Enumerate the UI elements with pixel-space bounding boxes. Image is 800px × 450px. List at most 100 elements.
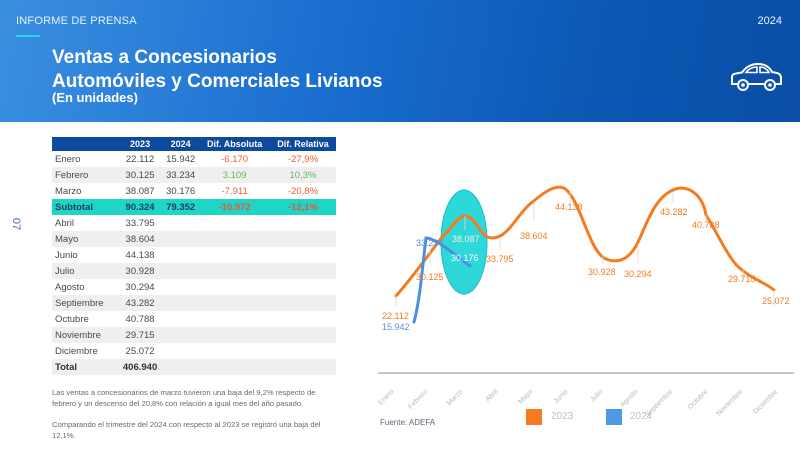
total-row: Total 406.940 bbox=[52, 359, 336, 375]
label-2023-noviembre: 29.715 bbox=[728, 274, 756, 284]
x-tick-junio: Junio bbox=[553, 388, 570, 405]
source-label: Fuente: ADEFA bbox=[380, 418, 436, 427]
table-row: Agosto 30.294 bbox=[52, 279, 336, 295]
legend-label-2024: 2024 bbox=[630, 411, 653, 422]
label-2023-junio: 44.138 bbox=[555, 202, 583, 212]
table-row: Enero 22.112 15.942 -6.170 -27,9% bbox=[52, 151, 336, 167]
note-paragraph-2: Comparando el trimestre del 2024 con res… bbox=[52, 420, 321, 440]
legend-swatch-2024 bbox=[606, 409, 622, 425]
highlight-ellipse bbox=[440, 189, 488, 295]
month-cell: Octubre bbox=[55, 313, 89, 325]
table-header-row: 2023 2024 Dif. Absoluta Dif. Relativa bbox=[52, 137, 336, 151]
value-2023: 30.928 bbox=[118, 263, 163, 279]
table-row: Mayo 38.604 bbox=[52, 231, 336, 247]
table-row: Octubre 40.788 bbox=[52, 311, 336, 327]
label-2024-enero: 15.942 bbox=[382, 322, 410, 332]
value-2024: 79.352 bbox=[162, 199, 200, 215]
value-2023: 30.125 bbox=[118, 167, 163, 183]
rel-diff: -27,9% bbox=[287, 153, 319, 165]
subtotal-row: Subtotal 90.324 79.352 -10.972 -12,1% bbox=[52, 199, 336, 215]
value-2024: 33.234 bbox=[162, 167, 200, 183]
month-cell: Junio bbox=[55, 249, 78, 261]
table-row: Marzo 38.087 30.176 -7.911 -20,8% bbox=[52, 183, 336, 199]
label-2023-julio: 30.928 bbox=[588, 267, 616, 277]
header-banner: INFORME DE PRENSA 2024 Ventas a Concesio… bbox=[0, 0, 800, 122]
month-cell: Septiembre bbox=[52, 295, 119, 311]
table-row: Febrero 30.125 33.234 3.109 10,3% bbox=[52, 167, 336, 183]
value-2023: 30.294 bbox=[125, 281, 155, 293]
report-label: INFORME DE PRENSA bbox=[16, 15, 137, 27]
x-tick-febrero: Febrero bbox=[407, 388, 429, 410]
page-number: 07 bbox=[10, 217, 23, 231]
value-2023: 33.795 bbox=[125, 217, 155, 229]
month-cell: Abril bbox=[55, 217, 75, 229]
label-2023-septiembre: 43.282 bbox=[660, 207, 688, 217]
series-2023-line bbox=[394, 185, 776, 298]
header-month bbox=[52, 137, 119, 151]
value-2023: 44.138 bbox=[125, 249, 155, 261]
x-tick-abril: Abril bbox=[485, 388, 500, 403]
x-tick-octubre: Octubre bbox=[687, 388, 710, 411]
value-2023: 40.788 bbox=[125, 313, 155, 325]
table-row: Julio 30.928 bbox=[52, 263, 336, 279]
value-2023: 22.112 bbox=[125, 153, 155, 165]
month-cell: Julio bbox=[52, 263, 119, 279]
x-tick-agosto: Agosto bbox=[619, 388, 639, 408]
month-cell: Noviembre bbox=[52, 327, 119, 343]
label-2023-marzo: 38.087 bbox=[452, 234, 480, 244]
value-2023: 38.087 bbox=[125, 185, 155, 197]
sales-table: 2023 2024 Dif. Absoluta Dif. Relativa En… bbox=[52, 137, 336, 375]
table-row: Septiembre 43.282 bbox=[52, 295, 336, 311]
abs-diff: -10.972 bbox=[199, 199, 270, 215]
month-cell: Marzo bbox=[55, 185, 82, 197]
x-tick-julio: Julio bbox=[589, 388, 604, 403]
label-2024-marzo: 30.176 bbox=[451, 253, 479, 263]
table-row: Junio 44.138 bbox=[52, 247, 336, 263]
header-2023: 2023 bbox=[118, 137, 163, 151]
value-2023: 43.282 bbox=[118, 295, 163, 311]
abs-diff: -7.911 bbox=[221, 185, 248, 197]
series-2024-line bbox=[412, 236, 472, 324]
x-tick-diciembre: Diciembre bbox=[752, 388, 779, 415]
value-2024: 15.942 bbox=[166, 153, 196, 165]
month-cell: Diciembre bbox=[55, 345, 98, 357]
label-2023-mayo: 38.604 bbox=[520, 231, 548, 241]
month-cell: Mayo bbox=[52, 231, 119, 247]
car-icon bbox=[731, 62, 782, 91]
legend-swatch-2023 bbox=[526, 409, 542, 425]
value-2023: 38.604 bbox=[118, 231, 163, 247]
label-2023-diciembre: 25.072 bbox=[762, 296, 790, 306]
x-tick-noviembre: Noviembre bbox=[716, 388, 745, 417]
value-2024: 30.176 bbox=[166, 185, 196, 197]
x-tick-marzo: Marzo bbox=[446, 388, 465, 407]
label-2023-octubre: 40.788 bbox=[692, 220, 720, 230]
year-label: 2024 bbox=[757, 15, 782, 27]
value-2023: 406.940 bbox=[118, 359, 163, 375]
x-tick-mayo: Mayo bbox=[517, 388, 534, 405]
value-2023: 90.324 bbox=[118, 199, 163, 215]
header-rel-diff: Dif. Relativa bbox=[269, 137, 336, 151]
legend-label-2023: 2023 bbox=[551, 411, 574, 422]
label-2023-enero: 22.112 bbox=[382, 311, 409, 321]
table-row: Noviembre 29.715 bbox=[52, 327, 336, 343]
header-2024: 2024 bbox=[162, 137, 200, 151]
page-title: Ventas a Concesionarios Automóviles y Co… bbox=[52, 46, 383, 94]
month-cell: Total bbox=[52, 359, 119, 375]
abs-diff: -6.170 bbox=[221, 153, 249, 165]
table-row: Diciembre 25.072 bbox=[52, 343, 336, 359]
month-cell: Agosto bbox=[55, 281, 85, 293]
label-2023-agosto: 30.294 bbox=[624, 269, 652, 279]
page-subtitle: (En unidades) bbox=[52, 90, 138, 105]
month-cell: Febrero bbox=[52, 167, 119, 183]
header-abs-diff: Dif. Absoluta bbox=[199, 137, 270, 151]
rel-diff: -20,8% bbox=[287, 185, 319, 197]
line-chart: 22.112 30.125 38.087 33.795 38.604 44.13… bbox=[377, 185, 794, 419]
title-line-2: Automóviles y Comerciales Livianos bbox=[52, 71, 383, 92]
label-2023-abril: 33.795 bbox=[486, 254, 514, 264]
month-cell: Enero bbox=[55, 153, 81, 165]
x-tick-enero: Enero bbox=[377, 388, 395, 406]
accent-line bbox=[16, 35, 40, 37]
label-2023-febrero: 30.125 bbox=[416, 272, 444, 282]
table-row: Abril 33.795 bbox=[52, 215, 336, 231]
rel-diff: -12,1% bbox=[269, 199, 336, 215]
